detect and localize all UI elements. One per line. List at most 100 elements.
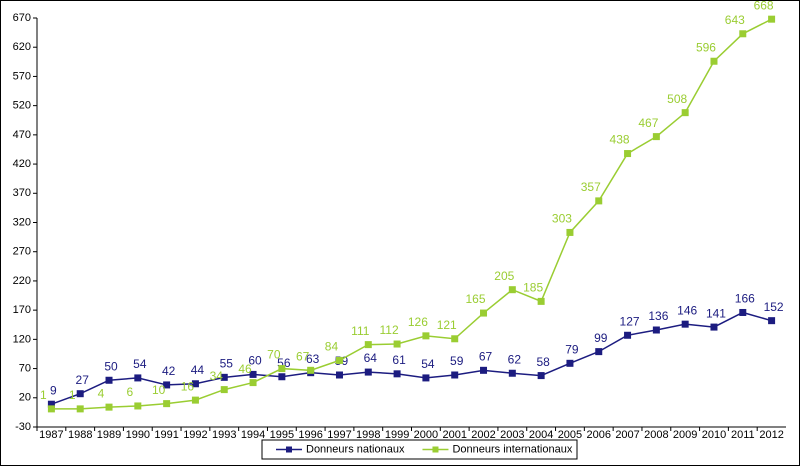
x-tick-label: 1993: [212, 429, 236, 441]
x-tick-label: 2003: [500, 429, 524, 441]
data-label: 1: [69, 388, 76, 402]
data-label: 54: [133, 357, 147, 371]
x-tick-label: 2009: [673, 429, 697, 441]
point-marker: [191, 396, 199, 404]
x-tick-label: 2001: [442, 429, 466, 441]
point-marker: [47, 405, 55, 413]
x-tick-label: 2012: [759, 429, 783, 441]
point-marker: [480, 366, 488, 374]
data-label: 44: [191, 363, 205, 377]
y-tick-label: 70: [19, 362, 31, 374]
y-tick-label: 220: [13, 275, 31, 287]
data-label: 10: [152, 383, 166, 397]
series-line: [51, 18, 772, 410]
x-tick-label: 1991: [154, 429, 178, 441]
data-label: 67: [296, 349, 310, 363]
point-marker: [393, 370, 401, 378]
point-marker: [508, 369, 516, 377]
x-tick-label: 1994: [241, 429, 265, 441]
point-marker: [335, 356, 343, 364]
x-tick-label: 2006: [587, 429, 611, 441]
data-label: 668: [754, 0, 774, 12]
y-tick-label: 570: [13, 70, 31, 82]
x-tick-label: 1996: [298, 429, 322, 441]
data-label: 596: [696, 40, 716, 54]
data-label: 58: [536, 355, 550, 369]
point-marker: [335, 371, 343, 379]
data-label: 62: [508, 352, 522, 366]
y-tick-label: 120: [13, 333, 31, 345]
x-tick-label: 2002: [471, 429, 495, 441]
point-marker: [393, 340, 401, 348]
data-label: 112: [380, 323, 399, 337]
y-tick-label: 320: [13, 216, 31, 228]
point-marker: [768, 317, 776, 325]
data-label: 205: [494, 269, 514, 283]
data-label: 70: [267, 348, 281, 362]
data-label: 79: [565, 342, 579, 356]
point-marker: [76, 405, 84, 413]
data-label: 438: [610, 133, 630, 147]
point-marker: [220, 373, 228, 381]
data-label: 64: [364, 351, 378, 365]
point-marker: [480, 309, 488, 317]
data-label: 6: [126, 385, 133, 399]
point-marker: [278, 365, 286, 373]
data-label: 303: [552, 212, 572, 226]
y-tick-label: 670: [13, 12, 31, 24]
point-marker: [76, 390, 84, 398]
x-tick-label: 2005: [558, 429, 582, 441]
x-tick-label: 1997: [327, 429, 351, 441]
legend-marker: [286, 446, 292, 453]
point-marker: [624, 150, 632, 158]
y-tick-label: 270: [13, 246, 31, 258]
point-marker: [566, 359, 574, 367]
point-marker: [249, 379, 257, 387]
data-label: 67: [479, 349, 493, 363]
data-label: 34: [210, 369, 224, 383]
legend-label: Donneurs internationaux: [452, 443, 572, 455]
point-marker: [681, 320, 689, 328]
data-label: 146: [677, 303, 697, 317]
point-marker: [595, 348, 603, 356]
x-tick-label: 1989: [97, 429, 121, 441]
data-label: 136: [648, 309, 668, 323]
data-label: 50: [104, 359, 118, 373]
data-label: 166: [735, 292, 755, 306]
point-marker: [105, 403, 113, 411]
point-marker: [681, 109, 689, 117]
data-label: 61: [392, 353, 406, 367]
data-label: 46: [238, 362, 252, 376]
data-label: 99: [594, 331, 608, 345]
legend-box: [261, 439, 578, 460]
x-tick-label: 1999: [385, 429, 409, 441]
y-tick-label: 20: [19, 392, 31, 404]
x-tick-label: 2010: [702, 429, 726, 441]
point-marker: [105, 376, 113, 384]
point-marker: [739, 30, 747, 38]
data-label: 126: [408, 315, 428, 329]
y-tick-label: 170: [13, 304, 31, 316]
y-tick-label: 420: [13, 158, 31, 170]
data-label: 27: [76, 373, 90, 387]
data-label: 121: [437, 318, 457, 332]
data-label: 9: [50, 383, 57, 397]
y-tick-label: -30: [15, 421, 31, 433]
data-label: 185: [523, 281, 543, 295]
data-label: 4: [98, 386, 105, 400]
x-tick-label: 1990: [126, 429, 150, 441]
x-tick-label: 1988: [68, 429, 92, 441]
point-marker: [364, 368, 372, 376]
point-marker: [624, 331, 632, 339]
data-label: 42: [162, 364, 176, 378]
x-tick-label: 1987: [39, 429, 63, 441]
point-marker: [537, 372, 545, 380]
data-label: 357: [581, 180, 601, 194]
data-label: 55: [220, 357, 234, 371]
data-label: 63: [306, 352, 320, 366]
point-marker: [163, 400, 171, 408]
point-marker: [710, 57, 718, 65]
x-tick-label: 2008: [644, 429, 668, 441]
y-tick-label: 470: [13, 129, 31, 141]
